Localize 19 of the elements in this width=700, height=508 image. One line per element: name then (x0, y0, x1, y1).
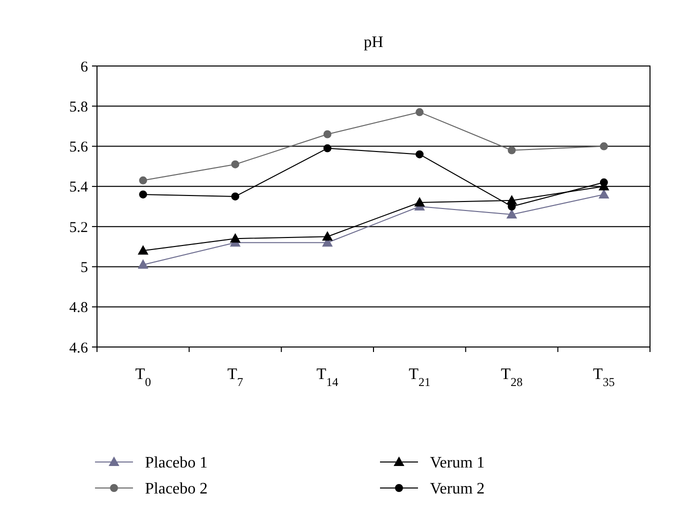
x-tick-label: T$_{0}$ (135, 366, 151, 389)
legend-label: Placebo 2 (145, 480, 208, 498)
y-tick-label: 5.4 (69, 180, 88, 196)
y-tick-label: 5.2 (69, 220, 88, 236)
y-tick-label: 5 (80, 260, 88, 276)
y-tick-label: 6 (80, 59, 88, 76)
legend-label: Placebo 1 (145, 454, 208, 472)
legend-label: Verum 2 (430, 480, 485, 498)
x-tick-label: T$_{35}$ (593, 366, 615, 389)
x-tick-label: T$_{14}$ (316, 366, 338, 389)
x-tick-label: T$_{7}$ (227, 366, 244, 389)
y-tick-label: 4.8 (69, 300, 88, 316)
chart-title: pH (364, 34, 384, 51)
y-tick-label: 4.6 (69, 340, 88, 356)
x-tick-label: T$_{21}$ (408, 366, 430, 389)
y-tick-label: 5.8 (69, 99, 88, 116)
x-tick-label: T$_{28}$ (500, 366, 523, 389)
legend-label: Verum 1 (430, 454, 485, 472)
y-tick-label: 5.6 (69, 140, 88, 156)
